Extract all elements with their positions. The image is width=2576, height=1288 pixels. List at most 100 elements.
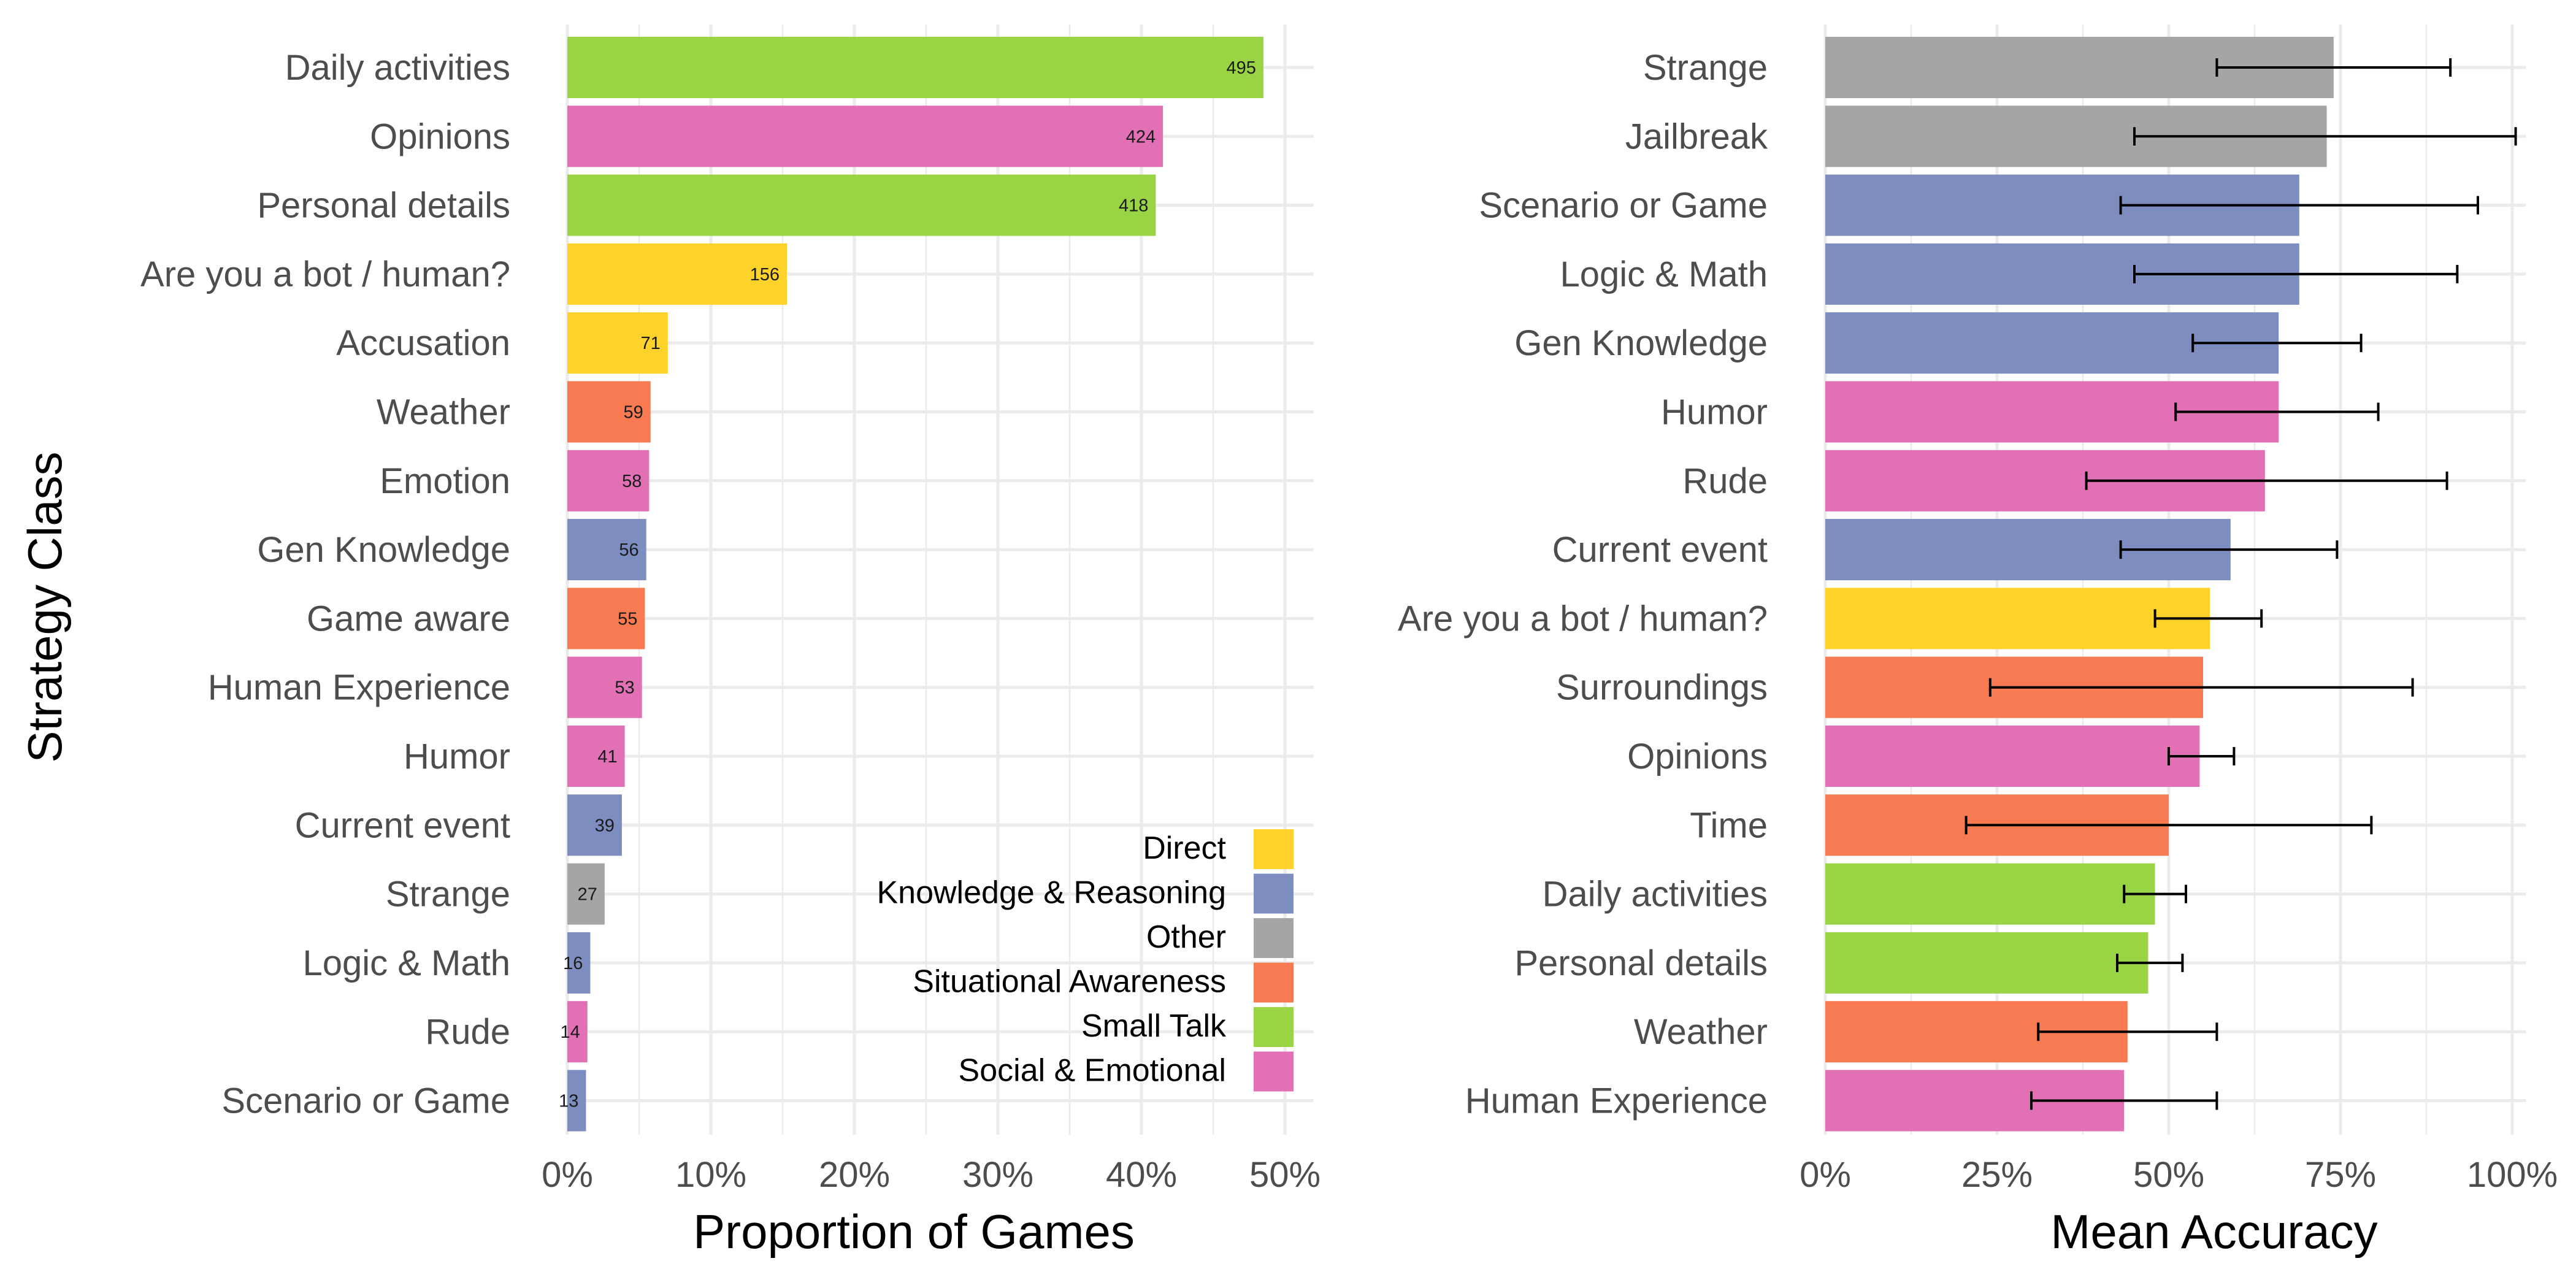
left-bar-weather [567, 381, 651, 443]
left-count-label-game-aware: 55 [618, 609, 637, 629]
left-x-tick-label: 40% [1106, 1155, 1177, 1195]
left-y-tick-label: Game aware [307, 599, 510, 638]
left-bar-humor [567, 726, 625, 787]
left-count-label-emotion: 58 [622, 472, 642, 491]
right-y-tick-label: Gen Knowledge [1514, 323, 1768, 363]
right-x-tick-label: 0% [1800, 1155, 1851, 1195]
left-bar-rude [567, 1001, 588, 1063]
left-chart-proportion-of-games: 0% 10% 20% 30% 40% 50% Daily activities Opinion… [140, 25, 1321, 1195]
legend-label-social-and-emotional: Social & Emotional [959, 1053, 1226, 1089]
left-x-tick-label: 20% [819, 1155, 890, 1195]
left-y-tick-label: Gen Knowledge [257, 530, 510, 570]
left-y-tick-label: Are you a bot / human? [140, 255, 510, 294]
right-chart-mean-accuracy: 0% 25% 50% 75% 100% Strange Jailbreak Scenario … [1398, 25, 2558, 1195]
right-x-axis-title: Mean Accuracy [2050, 1205, 2377, 1259]
right-y-tick-label: Personal details [1514, 943, 1768, 983]
legend-swatch-other [1254, 918, 1294, 958]
right-error-bar-current-event [2119, 540, 2339, 559]
left-bar-are-you-a-bot-human [567, 243, 788, 305]
left-bar-logic-and-math [567, 932, 591, 994]
right-x-tick-label: 75% [2305, 1155, 2376, 1195]
left-y-tick-label: Accusation [336, 323, 510, 363]
right-y-tick-label: Daily activities [1543, 875, 1768, 914]
legend-swatch-small-talk [1254, 1007, 1294, 1047]
right-y-tick-label: Weather [1634, 1012, 1768, 1052]
legend-swatch-social-and-emotional [1254, 1051, 1294, 1092]
left-y-tick-label: Current event [295, 805, 510, 845]
right-error-bar-scenario-or-game [2119, 196, 2479, 215]
left-bar-current-event [567, 794, 622, 856]
legend-label-situational-awareness: Situational Awareness [913, 964, 1226, 1000]
left-bar-accusation [567, 312, 668, 374]
right-y-tick-label: Are you a bot / human? [1398, 599, 1768, 638]
legend-label-direct: Direct [1143, 830, 1226, 866]
right-y-tick-label: Current event [1552, 530, 1768, 570]
right-error-bar-logic-and-math [2133, 264, 2459, 283]
left-y-tick-label: Humor [404, 737, 510, 776]
right-x-tick-label: 50% [2133, 1155, 2204, 1195]
left-y-tick-label: Strange [386, 875, 510, 914]
left-bar-game-aware [567, 588, 645, 650]
left-x-tick-label: 0% [542, 1155, 593, 1195]
right-error-bar-daily-activities [2123, 884, 2187, 903]
left-y-tick-label: Scenario or Game [221, 1081, 510, 1121]
left-count-label-accusation: 71 [641, 334, 661, 353]
left-y-tick-label: Opinions [370, 117, 510, 156]
right-y-tick-label: Opinions [1627, 737, 1768, 776]
right-y-tick-label: Strange [1643, 48, 1768, 88]
right-error-bar-gen-knowledge [2191, 334, 2363, 353]
left-bar-human-experience [567, 656, 642, 718]
legend-swatch-direct [1254, 829, 1294, 869]
right-y-tick-label: Rude [1682, 461, 1768, 501]
left-count-label-rude: 14 [560, 1022, 580, 1042]
left-count-label-are-you-a-bot-human: 156 [750, 265, 780, 285]
left-y-tick-label: Emotion [380, 461, 510, 501]
left-count-label-strange: 27 [578, 885, 597, 905]
left-y-axis-title: Strategy Class [18, 451, 72, 762]
left-y-tick-label: Daily activities [285, 48, 510, 88]
right-error-bar-opinions [2168, 747, 2236, 765]
left-count-label-weather: 59 [623, 403, 643, 423]
left-count-label-scenario-or-game: 13 [559, 1092, 578, 1111]
right-error-bar-rude [2085, 471, 2448, 490]
right-y-tick-label: Human Experience [1465, 1081, 1768, 1121]
left-y-tick-label: Rude [425, 1012, 510, 1052]
right-error-bar-time [1965, 816, 2373, 835]
right-y-tick-label: Time [1690, 805, 1768, 845]
legend-label-other: Other [1146, 919, 1226, 955]
left-count-label-current-event: 39 [595, 816, 615, 835]
left-bar-strange [567, 863, 605, 925]
right-error-bar-strange [2215, 58, 2452, 77]
left-y-tick-label: Personal details [257, 186, 510, 226]
right-y-tick-label: Surroundings [1556, 668, 1768, 708]
right-error-bar-weather [2037, 1022, 2218, 1041]
left-x-tick-label: 50% [1249, 1155, 1321, 1195]
left-bar-emotion [567, 450, 650, 512]
left-bar-opinions [567, 105, 1163, 167]
left-count-label-logic-and-math: 16 [563, 954, 583, 973]
right-error-bar-surroundings [1988, 678, 2414, 697]
right-x-tick-label: 25% [1961, 1155, 2033, 1195]
right-error-bar-human-experience [2030, 1091, 2218, 1110]
left-y-tick-label: Logic & Math [302, 943, 510, 983]
legend: Direct Knowledge & Reasoning Other Situatio… [876, 829, 1294, 1092]
left-bar-daily-activities [567, 37, 1263, 98]
right-error-bar-personal-details [2116, 953, 2184, 972]
left-bar-personal-details [567, 174, 1156, 236]
right-error-bar-humor [2174, 402, 2380, 421]
left-count-label-gen-knowledge: 56 [619, 540, 638, 560]
right-bar-opinions [1825, 726, 2200, 787]
legend-swatch-situational-awareness [1254, 962, 1294, 1003]
right-y-tick-label: Jailbreak [1625, 117, 1768, 156]
right-y-tick-label: Scenario or Game [1479, 186, 1768, 226]
left-count-label-human-experience: 53 [615, 678, 634, 698]
legend-label-small-talk: Small Talk [1081, 1008, 1227, 1044]
right-error-bar-jailbreak [2133, 127, 2517, 146]
right-bar-daily-activities [1825, 863, 2155, 925]
left-count-label-daily-activities: 495 [1227, 58, 1256, 78]
legend-label-knowledge-and-reasoning: Knowledge & Reasoning [876, 875, 1226, 911]
left-count-label-humor: 41 [597, 747, 617, 767]
right-y-tick-label: Logic & Math [1560, 255, 1768, 294]
legend-swatch-knowledge-and-reasoning [1254, 873, 1294, 914]
